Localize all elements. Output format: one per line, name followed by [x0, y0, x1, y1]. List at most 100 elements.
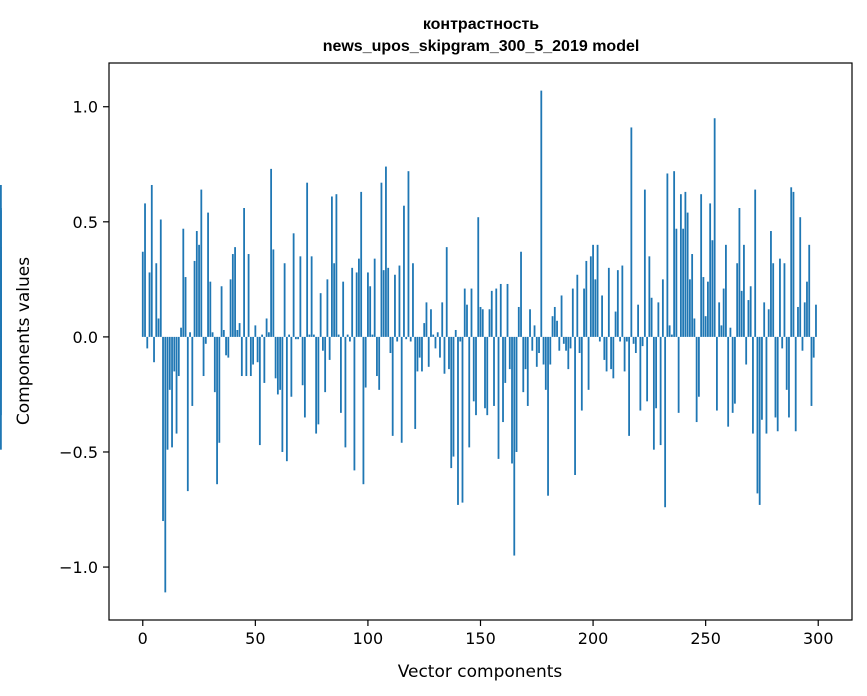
- bar: [353, 336, 356, 471]
- bar: [720, 325, 723, 337]
- bar: [765, 336, 768, 434]
- bar: [364, 336, 367, 388]
- bar: [463, 288, 466, 337]
- bar: [700, 194, 703, 337]
- bar: [285, 336, 288, 462]
- bar: [186, 336, 189, 492]
- bar: [245, 336, 248, 377]
- bar: [612, 336, 615, 379]
- bar: [783, 263, 786, 337]
- bar: [349, 336, 351, 342]
- y-tick-label: −1.0: [59, 558, 98, 577]
- bar: [574, 336, 576, 475]
- bar: [263, 336, 266, 383]
- bar: [362, 336, 365, 485]
- bar: [731, 336, 734, 413]
- bar: [346, 334, 349, 337]
- bar: [594, 279, 597, 337]
- bar: [227, 336, 230, 358]
- bar: [709, 203, 712, 337]
- bar: [761, 336, 763, 420]
- bar: [749, 286, 752, 337]
- bar: [772, 263, 775, 337]
- bar: [707, 281, 709, 337]
- bar: [191, 336, 194, 406]
- bar: [652, 336, 655, 450]
- bar: [434, 336, 437, 349]
- bar: [398, 265, 401, 337]
- bar: [781, 336, 784, 349]
- bar: [177, 336, 180, 377]
- x-tick-label: 150: [465, 629, 496, 648]
- bar: [409, 336, 412, 342]
- bar: [276, 336, 279, 395]
- bar: [162, 336, 164, 522]
- bar: [763, 302, 766, 337]
- bar: [517, 306, 520, 337]
- bar: [774, 336, 777, 418]
- bar: [330, 196, 333, 337]
- bar: [592, 244, 594, 337]
- bar: [585, 260, 588, 337]
- bar: [497, 336, 500, 459]
- bar: [342, 281, 345, 337]
- bar: [603, 336, 606, 360]
- bar: [549, 336, 552, 365]
- bar: [376, 336, 378, 377]
- bar: [697, 336, 700, 397]
- bar: [355, 272, 358, 337]
- bar: [326, 279, 329, 337]
- bar: [643, 189, 646, 337]
- bar: [587, 336, 590, 390]
- bar: [815, 304, 817, 337]
- bar: [630, 127, 633, 337]
- bar: [439, 336, 441, 358]
- bar: [396, 336, 399, 342]
- bar: [470, 288, 473, 337]
- bar: [256, 336, 259, 363]
- bar: [553, 306, 556, 337]
- bar: [180, 327, 182, 337]
- bar: [544, 336, 547, 390]
- bar: [664, 336, 667, 508]
- bar: [367, 272, 369, 337]
- bar: [159, 219, 162, 337]
- bar: [303, 336, 306, 418]
- bar: [691, 254, 694, 337]
- bar: [443, 336, 446, 374]
- bar: [481, 309, 484, 337]
- bar: [207, 212, 209, 337]
- bar: [389, 336, 392, 354]
- bar: [677, 336, 680, 413]
- x-tick-label: 250: [690, 629, 721, 648]
- bar: [794, 336, 797, 432]
- bar: [790, 187, 793, 337]
- bar: [432, 334, 435, 337]
- bar: [598, 336, 601, 342]
- bar: [752, 336, 754, 434]
- bar: [743, 244, 745, 337]
- bar: [776, 336, 779, 432]
- bar: [394, 274, 396, 337]
- bar: [0, 336, 2, 354]
- bar: [216, 336, 218, 485]
- bar: [529, 309, 531, 337]
- bar: [312, 334, 315, 337]
- chart-title-line-1: контрастность: [423, 16, 539, 33]
- bar: [315, 336, 318, 434]
- bar: [454, 329, 457, 337]
- bar: [249, 336, 252, 377]
- bar: [734, 336, 736, 404]
- bar: [209, 281, 212, 337]
- bar: [150, 184, 153, 337]
- bar: [202, 336, 205, 377]
- bar: [488, 309, 491, 337]
- bar: [499, 283, 502, 337]
- bar: [254, 325, 257, 337]
- bar: [416, 336, 419, 372]
- bar: [477, 217, 480, 337]
- bar: [745, 336, 748, 365]
- bar: [231, 254, 234, 337]
- bar: [524, 336, 527, 370]
- bar: [373, 258, 376, 337]
